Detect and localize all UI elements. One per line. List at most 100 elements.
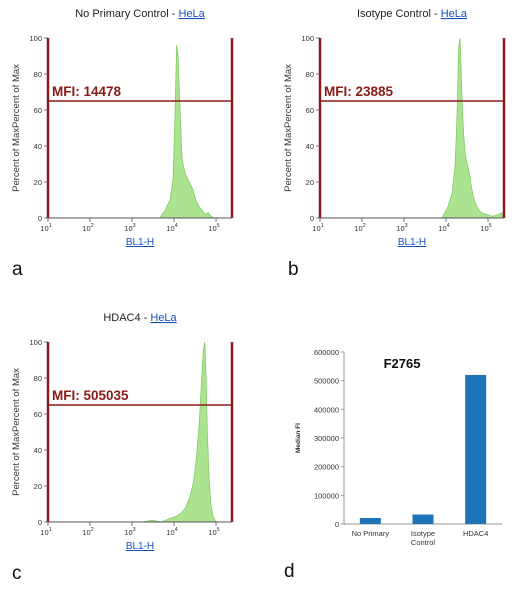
x-tick-label: 102 — [354, 223, 365, 233]
y-tick-label: 0 — [310, 214, 314, 223]
histogram-panel-b: Isotype Control - HeLa MFI: 23885 0 20 40 60 8… — [272, 0, 515, 280]
title-text: Isotype Control - — [357, 8, 441, 20]
mfi-label: MFI: 505035 — [52, 388, 129, 403]
x-tick-exponent: 3 — [133, 527, 136, 533]
histogram-curve — [142, 341, 217, 523]
x-tick-exponent: 4 — [175, 527, 178, 533]
x-tick-base: 10 — [82, 528, 90, 537]
y-tick-label: 0 — [38, 214, 42, 223]
y-tick-label: 60 — [306, 106, 314, 115]
y-tick-label: 60 — [34, 106, 42, 115]
histogram-curve — [158, 45, 215, 219]
y-tick-label: 40 — [34, 446, 42, 455]
x-axis-label: BL1-H — [126, 541, 154, 552]
y-tick-label: 60 — [34, 410, 42, 419]
x-tick-base: 10 — [208, 528, 216, 537]
histogram-panel-a: No Primary Control - HeLa MFI: 14478 0 20 40… — [0, 0, 258, 280]
panel-letter-c: c — [12, 563, 22, 584]
x-tick-base: 10 — [438, 224, 446, 233]
histogram-chart-b: Isotype Control - HeLa MFI: 23885 0 20 40 60 8… — [283, 8, 506, 248]
bar-2 — [465, 374, 487, 524]
bar-chart-title: F2765 — [384, 356, 421, 371]
x-tick-label: 102 — [82, 527, 93, 537]
y-tick-label: 20 — [34, 482, 42, 491]
x-category-label: Isotype — [411, 529, 435, 538]
x-tick-base: 10 — [354, 224, 362, 233]
x-tick-exponent: 2 — [91, 223, 94, 229]
histogram-title: No Primary Control - HeLa — [75, 8, 205, 20]
x-tick-base: 10 — [208, 224, 216, 233]
y-tick-label: 20 — [306, 178, 314, 187]
mfi-label: MFI: 14478 — [52, 84, 122, 99]
x-tick-label: 104 — [166, 527, 177, 537]
x-tick-exponent: 1 — [49, 527, 52, 533]
histogram-title: Isotype Control - HeLa — [357, 8, 468, 20]
y-axis-label: Percent of MaxPercent of Max — [11, 368, 22, 496]
x-tick-base: 10 — [166, 224, 174, 233]
x-tick-base: 10 — [40, 224, 48, 233]
x-tick-label: 104 — [438, 223, 449, 233]
y-tick-label: 20 — [34, 178, 42, 187]
histogram-curve — [441, 37, 504, 219]
x-category-label: HDAC4 — [463, 529, 488, 538]
y-tick-label: 100 — [29, 34, 42, 43]
y-tick-label: 40 — [34, 142, 42, 151]
x-tick-label: 101 — [312, 223, 323, 233]
x-tick-exponent: 5 — [217, 223, 220, 229]
x-tick-exponent: 1 — [49, 223, 52, 229]
x-tick-exponent: 5 — [217, 527, 220, 533]
y-tick-label: 600000 — [314, 348, 339, 357]
y-tick-label: 500000 — [314, 377, 339, 386]
x-tick-label: 103 — [124, 223, 135, 233]
x-axis-label: BL1-H — [398, 237, 426, 248]
x-tick-base: 10 — [124, 528, 132, 537]
y-tick-label: 80 — [34, 374, 42, 383]
x-tick-exponent: 1 — [321, 223, 324, 229]
y-tick-label: 300000 — [314, 434, 339, 443]
x-category-label: No Primary — [352, 529, 390, 538]
y-tick-label: 80 — [34, 70, 42, 79]
y-axis-label: Median FI — [295, 423, 302, 453]
y-tick-label: 80 — [306, 70, 314, 79]
y-tick-label: 0 — [38, 518, 42, 527]
x-tick-label: 105 — [480, 223, 491, 233]
x-tick-label: 101 — [40, 527, 51, 537]
y-tick-label: 100000 — [314, 491, 339, 500]
x-tick-exponent: 2 — [91, 527, 94, 533]
x-tick-label: 101 — [40, 223, 51, 233]
x-tick-exponent: 3 — [133, 223, 136, 229]
histogram-panel-c: HDAC4 - HeLa MFI: 505035 0 20 40 60 80 100 101 10… — [0, 304, 258, 586]
x-tick-base: 10 — [312, 224, 320, 233]
x-tick-base: 10 — [40, 528, 48, 537]
x-tick-label: 103 — [124, 527, 135, 537]
y-axis-label: Percent of MaxPercent of Max — [11, 64, 22, 192]
y-tick-label: 0 — [335, 520, 339, 529]
x-tick-label: 105 — [208, 223, 219, 233]
bar-chart-panel-d: F2765 0 100000 200000 300000 400000 500000 6000… — [272, 330, 515, 570]
x-tick-base: 10 — [166, 528, 174, 537]
x-tick-base: 10 — [124, 224, 132, 233]
x-tick-label: 105 — [208, 527, 219, 537]
title-link: HeLa — [441, 8, 468, 20]
x-tick-label: 103 — [396, 223, 407, 233]
x-tick-exponent: 4 — [175, 223, 178, 229]
y-tick-label: 100 — [301, 34, 314, 43]
x-tick-exponent: 3 — [405, 223, 408, 229]
x-tick-base: 10 — [480, 224, 488, 233]
y-tick-label: 100 — [29, 338, 42, 347]
panel-letter-a: a — [12, 259, 23, 280]
title-link: HeLa — [179, 8, 206, 20]
histogram-title: HDAC4 - HeLa — [103, 312, 177, 324]
title-link: HeLa — [150, 312, 177, 324]
x-tick-exponent: 2 — [363, 223, 366, 229]
panel-letter-b: b — [288, 259, 299, 280]
median-fi-bar-chart: F2765 0 100000 200000 300000 400000 500000 6000… — [295, 348, 502, 547]
title-text: HDAC4 - — [103, 312, 150, 324]
histogram-chart-a: No Primary Control - HeLa MFI: 14478 0 20 40… — [11, 8, 234, 248]
x-tick-label: 102 — [82, 223, 93, 233]
x-tick-label: 104 — [166, 223, 177, 233]
y-tick-label: 40 — [306, 142, 314, 151]
bar-0 — [359, 517, 381, 524]
panel-letter-d: d — [284, 561, 295, 582]
